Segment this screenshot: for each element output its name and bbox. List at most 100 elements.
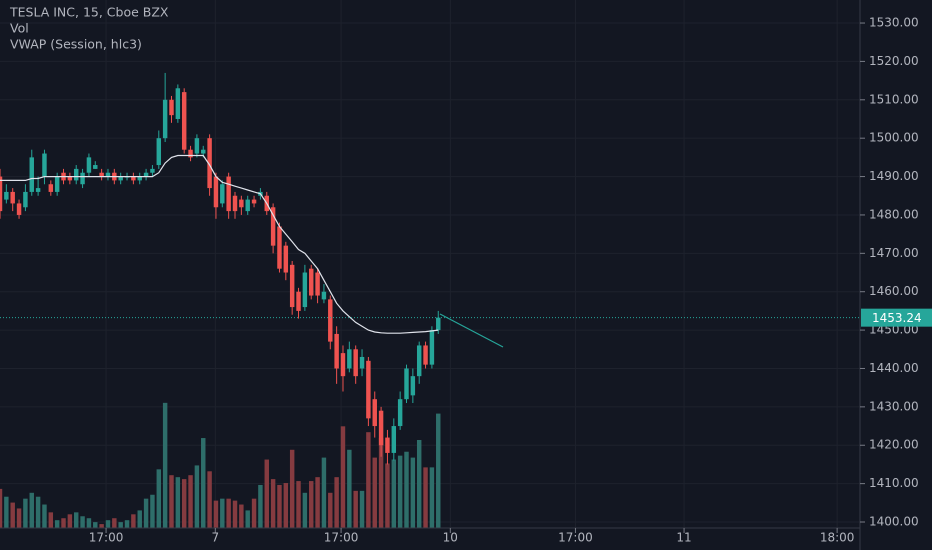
volume-bar <box>54 520 60 528</box>
volume-bar <box>372 457 377 528</box>
volume-bar <box>175 477 181 528</box>
volume-bar <box>73 512 79 528</box>
candle-body <box>80 172 85 185</box>
candle-body <box>194 138 200 154</box>
candle-body <box>181 92 187 150</box>
volume-bar <box>48 512 54 528</box>
candle-body <box>4 191 9 200</box>
candle-body <box>340 353 346 377</box>
y-tick-label: 1410.00 <box>869 476 919 490</box>
x-tick-label: 10 <box>443 531 458 545</box>
volume-bar <box>42 504 47 528</box>
candle-body <box>73 168 79 181</box>
candle-body <box>99 172 104 177</box>
candle-body <box>372 399 377 427</box>
volume-bar <box>99 524 104 528</box>
volume-bar <box>359 490 365 528</box>
legend-symbol[interactable]: TESLA INC, 15, Cboe BZX <box>9 5 169 20</box>
volume-bar <box>10 502 15 528</box>
axes: 1400.001410.001420.001430.001440.001450.… <box>89 16 932 545</box>
volume-bar <box>124 520 130 528</box>
candle-body <box>404 368 409 400</box>
volume-bar <box>188 475 193 528</box>
y-tick-label: 1530.00 <box>869 16 919 30</box>
volume-bar <box>429 467 435 528</box>
candle-body <box>410 376 416 396</box>
x-tick-label: 11 <box>676 531 691 545</box>
volume-bar <box>436 413 441 528</box>
volume-bar <box>391 459 397 528</box>
volume-bar <box>16 508 22 528</box>
candle-layer <box>0 72 860 465</box>
x-tick-label: 7 <box>211 531 219 545</box>
volume-bar <box>378 438 384 528</box>
volume-bar <box>67 514 73 528</box>
volume-bar <box>118 522 123 528</box>
candle-body <box>131 176 136 181</box>
candle-body <box>220 184 225 204</box>
volume-bar <box>264 459 269 528</box>
volume-bar <box>277 484 282 528</box>
volume-bar <box>29 492 34 528</box>
candle-body <box>302 272 308 308</box>
legend-volume[interactable]: Vol <box>10 21 29 36</box>
candle-body <box>283 245 289 273</box>
volume-bar <box>220 498 225 528</box>
candle-body <box>378 410 384 446</box>
candle-body <box>213 176 219 208</box>
volume-bar <box>321 457 327 528</box>
volume-bar <box>366 432 371 528</box>
vwap-line <box>0 154 439 334</box>
candle-body <box>239 199 244 208</box>
candle-body <box>118 176 123 181</box>
y-tick-label: 1490.00 <box>869 169 919 183</box>
candle-body <box>245 199 250 212</box>
candle-body <box>315 272 320 296</box>
volume-bar <box>251 498 257 528</box>
volume-bar <box>309 481 314 528</box>
volume-bar <box>35 496 41 528</box>
candle-body <box>334 333 339 369</box>
volume-bar <box>86 518 92 528</box>
candle-body <box>169 99 174 116</box>
volume-bar <box>162 402 168 528</box>
volume-bar <box>93 522 98 528</box>
y-tick-label: 1480.00 <box>869 207 919 221</box>
candle-body <box>143 172 149 177</box>
volume-bar <box>61 518 66 528</box>
volume-bar <box>315 477 320 528</box>
volume-bar <box>410 457 416 528</box>
volume-bar <box>150 494 155 528</box>
candle-body <box>35 188 41 192</box>
volume-bar <box>404 451 409 528</box>
legend-vwap[interactable]: VWAP (Session, hlc3) <box>10 37 142 52</box>
candle-body <box>54 176 60 192</box>
candle-body <box>23 191 28 208</box>
candle-body <box>188 149 193 158</box>
y-tick-label: 1470.00 <box>869 246 919 260</box>
y-tick-label: 1510.00 <box>869 92 919 106</box>
candle-body <box>156 138 162 166</box>
x-tick-label: 17:00 <box>89 531 124 545</box>
volume-bar <box>213 500 219 528</box>
x-tick-label: 17:00 <box>558 531 593 545</box>
candle-body <box>251 199 257 204</box>
volume-bar <box>328 492 333 528</box>
volume-bar <box>232 500 238 528</box>
volume-bar <box>423 467 428 528</box>
candle-body <box>423 345 428 365</box>
trend-line[interactable] <box>439 313 504 348</box>
volume-bar <box>143 498 149 528</box>
volume-layer <box>0 402 441 528</box>
candle-body <box>397 399 403 427</box>
volume-bar <box>302 492 308 528</box>
volume-bar <box>0 488 3 528</box>
candle-body <box>289 264 295 308</box>
y-tick-label: 1430.00 <box>869 399 919 413</box>
candle-body <box>207 138 212 189</box>
y-tick-label: 1500.00 <box>869 131 919 145</box>
volume-bar <box>4 496 9 528</box>
candle-body <box>226 176 231 212</box>
last-price-label: 1453.24 <box>872 311 922 325</box>
